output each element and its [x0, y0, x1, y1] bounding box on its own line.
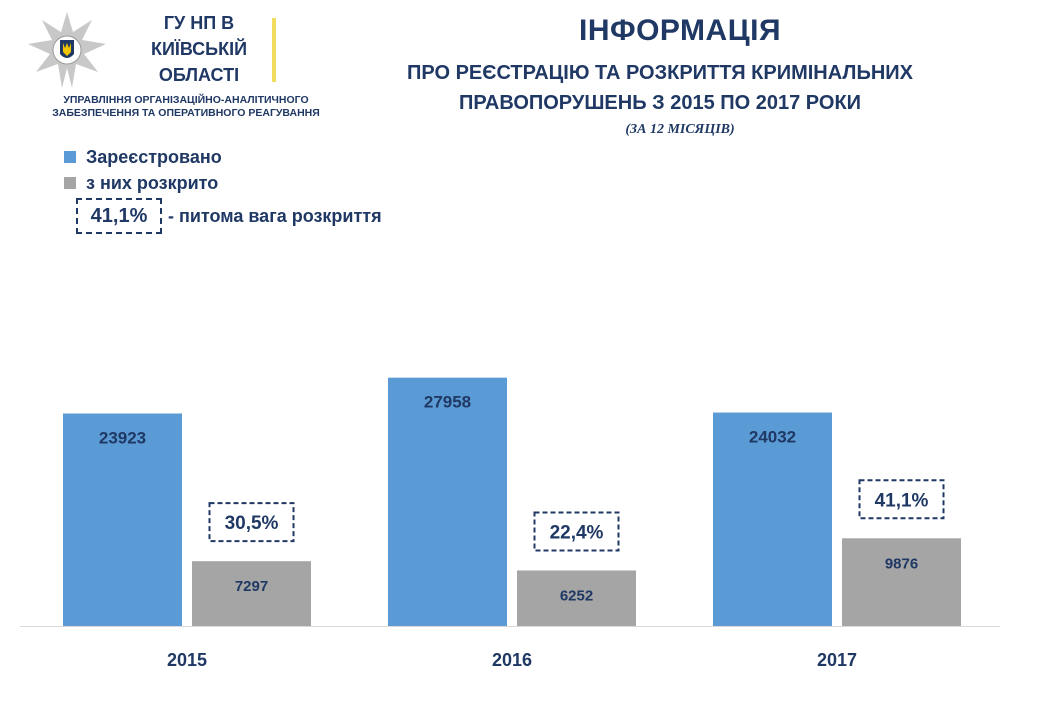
bar-solved [842, 538, 961, 626]
subtitle-line: ПРАВОПОРУШЕНЬ З 2015 ПО 2017 РОКИ [458, 92, 862, 114]
police-emblem-icon [28, 12, 106, 88]
dept-name-line: ЗАБЕЗПЕЧЕННЯ ТА ОПЕРАТИВНОГО РЕАГУВАННЯ [52, 107, 320, 119]
legend-label-solved: з них розкрито [86, 172, 219, 193]
bar-registered [63, 413, 182, 626]
department-name: УПРАВЛІННЯ ОРГАНІЗАЦІЙНО-АНАЛІТИЧНОГО ЗА… [18, 94, 354, 120]
x-tick-label: 2016 [492, 650, 532, 670]
bar-solved [517, 570, 636, 626]
data-label: 6252 [560, 587, 593, 604]
legend-note-value: 41,1% [76, 198, 162, 234]
legend-note-text: - питома вага розкриття [168, 205, 382, 226]
x-tick-label: 2017 [817, 650, 857, 670]
data-label: 23923 [99, 429, 146, 448]
percent-box [533, 511, 620, 552]
bar-solved [192, 561, 311, 626]
organization-name: ГУ НП В КИЇВСЬКІЙ ОБЛАСТІ [130, 10, 268, 88]
data-label: 7297 [235, 578, 268, 595]
legend-swatch-solved [64, 177, 76, 189]
data-label: 27958 [424, 393, 471, 412]
bar-registered [713, 412, 832, 626]
legend-note: 41,1% - питома вага розкриття [76, 198, 382, 234]
x-tick-label: 2015 [167, 650, 207, 670]
legend-item-solved: з них розкрито [64, 172, 218, 194]
legend-label-registered: Зареєстровано [86, 146, 222, 167]
percent-label: 30,5% [225, 513, 279, 534]
data-label: 9876 [885, 555, 918, 572]
legend-item-registered: Зареєстровано [64, 146, 222, 168]
subtitle-line: ПРО РЕЄСТРАЦІЮ ТА РОЗКРИТТЯ КРИМІНАЛЬНИХ [407, 62, 913, 84]
percent-label: 41,1% [875, 490, 929, 511]
org-name-line: ГУ НП В [163, 13, 235, 33]
legend-swatch-registered [64, 151, 76, 163]
page-subtitle: ПРО РЕЄСТРАЦІЮ ТА РОЗКРИТТЯ КРИМІНАЛЬНИХ… [330, 58, 990, 118]
percent-box [858, 479, 945, 520]
period-label: (ЗА 12 МІСЯЦІВ) [625, 122, 735, 137]
org-name-line: КИЇВСЬКІЙ [150, 39, 248, 59]
percent-box [208, 502, 295, 543]
page-title: ІНФОРМАЦІЯ [578, 14, 782, 47]
header-divider [272, 18, 276, 82]
data-label: 24032 [749, 428, 796, 447]
dept-name-line: УПРАВЛІННЯ ОРГАНІЗАЦІЙНО-АНАЛІТИЧНОГО [63, 94, 309, 106]
org-name-line: ОБЛАСТІ [158, 65, 240, 85]
bar-registered [388, 377, 507, 626]
percent-label: 22,4% [550, 522, 604, 543]
